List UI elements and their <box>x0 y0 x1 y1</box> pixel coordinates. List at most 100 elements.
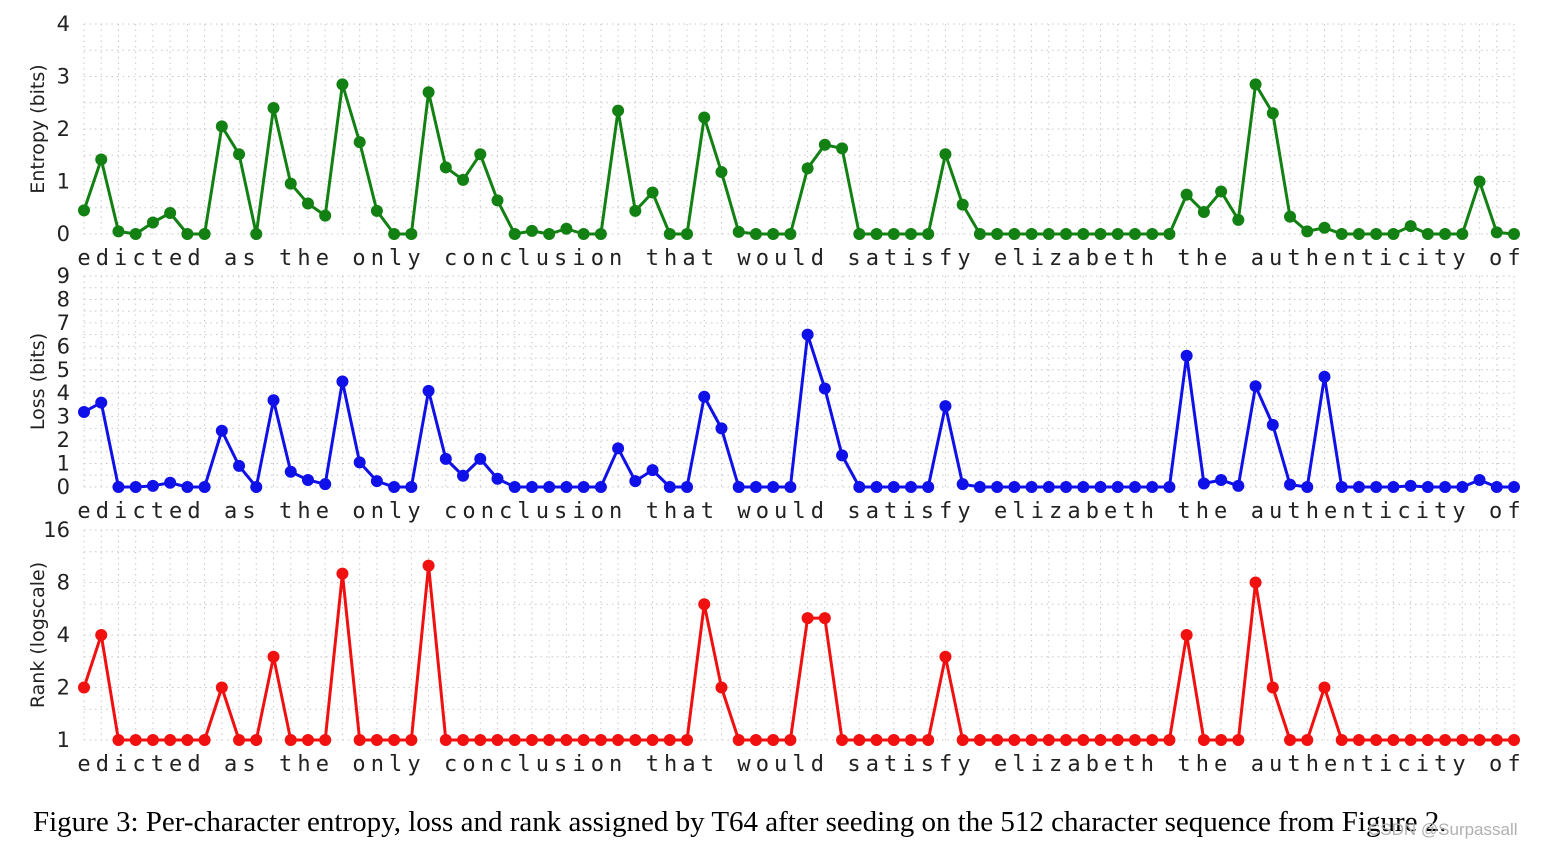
character-tick-label: u <box>1269 246 1282 271</box>
data-point <box>1042 228 1055 240</box>
data-point <box>1421 228 1434 240</box>
data-point <box>956 478 969 491</box>
data-point <box>594 481 607 493</box>
character-tick-label: d <box>96 752 109 777</box>
character-tick-label: y <box>957 499 970 524</box>
character-tick-label: o <box>462 246 475 271</box>
character-tick-label: i <box>1379 246 1392 271</box>
data-point <box>301 734 314 746</box>
character-tick-label: f <box>939 246 952 271</box>
character-tick-label: d <box>811 752 824 777</box>
data-point <box>698 111 711 124</box>
character-tick-label: b <box>1086 246 1099 271</box>
data-point <box>301 197 314 210</box>
data-point <box>715 681 728 694</box>
character-tick-label: i <box>1031 499 1044 524</box>
character-tick-label: o <box>352 246 365 271</box>
character-tick-label: t <box>1122 499 1135 524</box>
character-tick-label: e <box>316 752 329 777</box>
data-point <box>1232 479 1245 492</box>
data-point <box>784 734 797 746</box>
data-point <box>1094 481 1107 493</box>
character-tick-label: e <box>1214 499 1227 524</box>
data-point <box>1060 481 1073 493</box>
data-point <box>1508 228 1520 240</box>
data-point <box>1249 78 1262 91</box>
data-point <box>267 650 280 663</box>
y-axis-label: Loss (bits) <box>27 333 49 430</box>
character-tick-label: h <box>1306 499 1319 524</box>
data-point <box>853 481 866 493</box>
character-tick-label: i <box>1416 752 1429 777</box>
character-tick-label: o <box>756 499 769 524</box>
data-point <box>646 186 659 199</box>
character-tick-label: t <box>279 499 292 524</box>
data-point <box>870 734 883 746</box>
data-point <box>887 481 900 493</box>
character-tick-label: u <box>1269 752 1282 777</box>
character-tick-label: w <box>737 752 751 777</box>
data-point <box>1111 734 1124 746</box>
data-point <box>1146 228 1159 240</box>
data-point <box>1025 228 1038 240</box>
character-tick-label: h <box>1306 752 1319 777</box>
y-tick-label: 3 <box>57 405 70 429</box>
data-point <box>112 225 125 238</box>
data-point <box>612 442 625 455</box>
data-point <box>1490 226 1503 239</box>
data-point <box>1266 107 1279 120</box>
data-point <box>870 228 883 240</box>
y-tick-label: 1 <box>57 452 70 476</box>
character-tick-label: d <box>187 246 200 271</box>
character-tick-label: c <box>444 246 457 271</box>
character-tick-label: h <box>664 246 677 271</box>
character-tick-label: l <box>1012 752 1025 777</box>
data-point <box>836 734 849 746</box>
character-tick-label: y <box>957 752 970 777</box>
character-tick-label: h <box>1196 499 1209 524</box>
character-tick-label: l <box>389 752 402 777</box>
character-tick-label: a <box>1251 752 1264 777</box>
data-point <box>1387 734 1400 746</box>
character-tick-label: d <box>811 499 824 524</box>
character-tick-label: u <box>536 246 549 271</box>
character-tick-label: h <box>1141 246 1154 271</box>
character-tick-label: t <box>1287 246 1300 271</box>
data-point <box>78 204 90 217</box>
data-point <box>1404 220 1417 233</box>
data-point <box>181 481 194 493</box>
data-point <box>853 734 866 746</box>
data-point <box>474 734 487 746</box>
data-point <box>353 136 366 149</box>
data-point <box>1490 481 1503 493</box>
data-point <box>1352 734 1365 746</box>
character-tick-label: i <box>572 499 585 524</box>
data-point <box>818 612 831 625</box>
data-point <box>405 228 418 240</box>
data-point <box>801 612 814 625</box>
data-point <box>1335 481 1348 493</box>
character-tick-label: f <box>1507 752 1520 777</box>
data-point <box>560 481 573 493</box>
character-tick-label: n <box>371 499 384 524</box>
data-point <box>853 228 866 240</box>
data-point <box>370 475 383 488</box>
data-point <box>1077 481 1090 493</box>
data-point <box>1180 188 1193 201</box>
character-tick-label: s <box>554 499 567 524</box>
data-point <box>1370 734 1383 746</box>
character-tick-label: t <box>1434 499 1447 524</box>
data-point <box>681 481 694 493</box>
character-tick-label: o <box>591 752 604 777</box>
character-tick-label: i <box>114 752 127 777</box>
data-point <box>336 567 349 580</box>
data-point <box>250 481 263 493</box>
data-point <box>1404 479 1417 492</box>
data-point <box>1025 734 1038 746</box>
data-point <box>525 224 538 237</box>
character-tick-label: h <box>1196 246 1209 271</box>
character-tick-label: e <box>316 499 329 524</box>
character-tick-label: o <box>352 752 365 777</box>
data-point <box>1008 734 1021 746</box>
character-tick-label: e <box>1104 752 1117 777</box>
